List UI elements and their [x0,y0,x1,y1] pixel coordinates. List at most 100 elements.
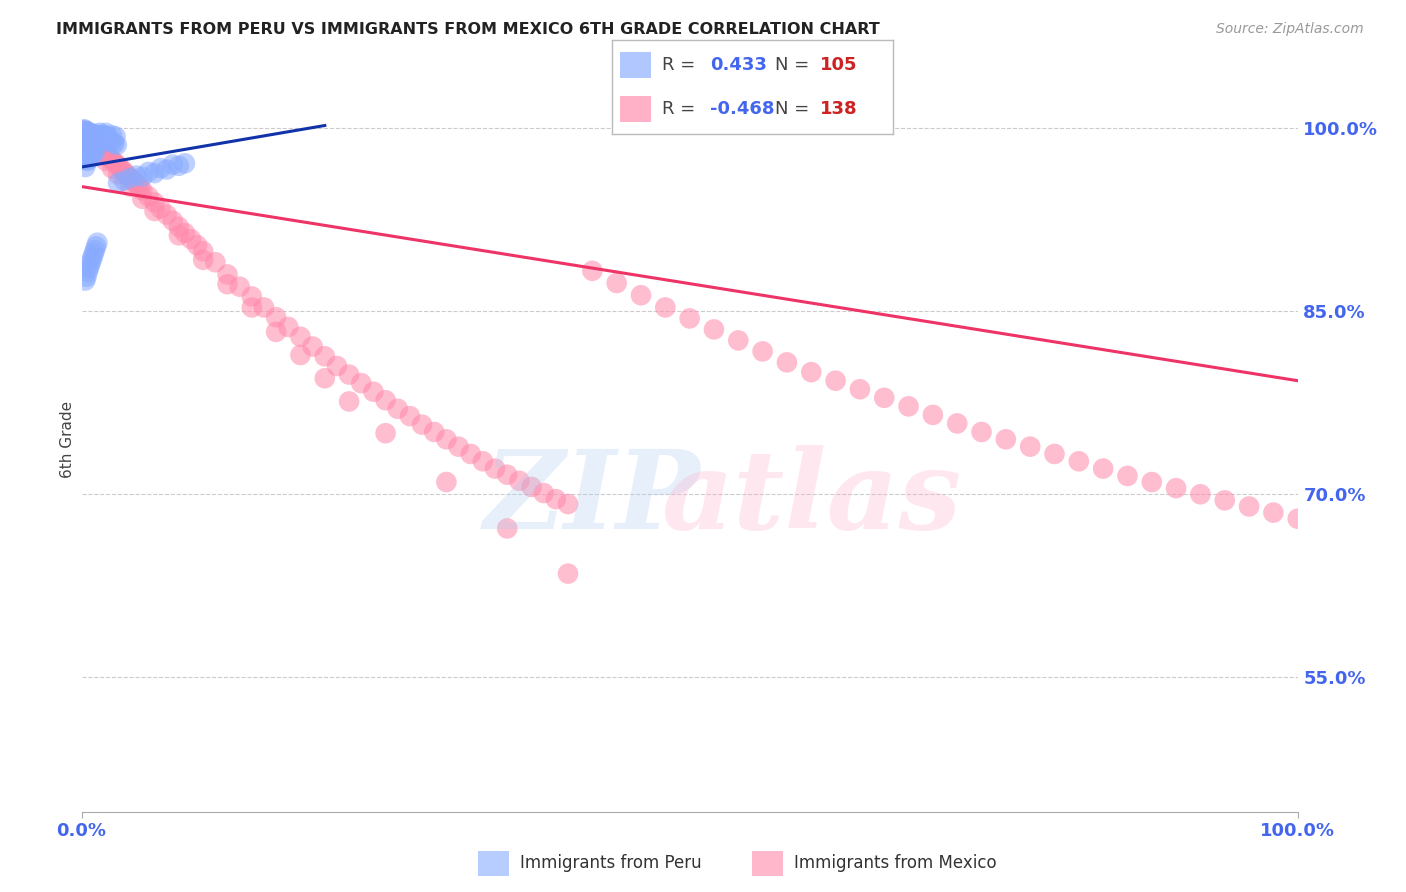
Point [83,133,105,147]
Point [83,135,105,149]
Point [125,169,148,183]
Point [75,145,97,160]
Point [76,125,98,139]
Point [93,144,115,158]
Point [82,144,104,158]
Point [79,135,101,149]
Point [77,143,100,157]
Point [326,359,349,373]
Point [89,126,111,140]
Point [83,127,105,141]
Point [82,133,104,147]
Text: IMMIGRANTS FROM PERU VS IMMIGRANTS FROM MEXICO 6TH GRADE CORRELATION CHART: IMMIGRANTS FROM PERU VS IMMIGRANTS FROM … [56,22,880,37]
Point [84,138,107,153]
Point [75,127,97,141]
Point [131,183,153,197]
Point [121,173,143,187]
Point [77,126,100,140]
Point [94,146,117,161]
Bar [620,53,651,78]
Point [970,425,993,439]
Point [82,127,104,141]
Point [73,125,96,139]
Point [156,162,179,177]
Point [72,123,94,137]
Point [73,143,96,157]
Point [120,179,142,194]
Point [84,128,107,143]
Point [1092,461,1115,475]
Point [994,433,1017,447]
Point [75,123,97,137]
Point [120,171,142,186]
Point [80,139,103,153]
Point [101,161,124,176]
Point [387,401,409,416]
Point [703,322,725,336]
Point [314,371,336,385]
Point [73,122,96,136]
Point [91,132,114,146]
Point [79,130,101,145]
Point [186,238,208,252]
Point [124,176,146,190]
Point [76,139,98,153]
Point [105,138,128,153]
Point [94,126,117,140]
Point [79,136,101,151]
Point [191,244,215,259]
Text: R =: R = [662,100,702,118]
Point [77,136,100,150]
Point [374,393,396,408]
Text: Immigrants from Mexico: Immigrants from Mexico [794,855,997,872]
Point [77,128,100,143]
Point [76,136,98,150]
Point [93,145,115,160]
Point [447,440,470,454]
Point [75,133,97,147]
Point [107,159,129,173]
Point [1166,481,1188,495]
Point [77,261,100,276]
Point [314,349,336,363]
Point [82,140,104,154]
Point [1019,440,1042,454]
Point [533,486,555,500]
Text: N =: N = [775,56,814,74]
Point [264,310,287,325]
Point [83,128,105,143]
Text: R =: R = [662,56,702,74]
Point [94,153,117,168]
Point [100,135,122,149]
Point [83,142,105,156]
Point [98,133,121,147]
Text: ZIP: ZIP [484,445,700,553]
Point [131,192,153,206]
Point [84,136,107,151]
Point [87,128,110,143]
Point [75,127,97,141]
Point [83,246,105,260]
Point [75,135,97,149]
Point [1116,469,1139,483]
Point [73,127,96,141]
Point [87,136,110,150]
Point [496,521,519,535]
Point [75,132,97,146]
Point [217,268,239,282]
Point [90,142,112,156]
Point [131,169,153,184]
Text: N =: N = [775,100,814,118]
Point [873,391,896,405]
Point [129,181,152,195]
Point [84,129,107,144]
Point [103,136,125,151]
Point [82,129,104,144]
Point [76,265,98,279]
Point [350,376,373,391]
Point [143,195,166,210]
Text: 0.433: 0.433 [710,56,766,74]
Point [112,173,135,187]
Point [76,130,98,145]
Point [87,130,110,145]
